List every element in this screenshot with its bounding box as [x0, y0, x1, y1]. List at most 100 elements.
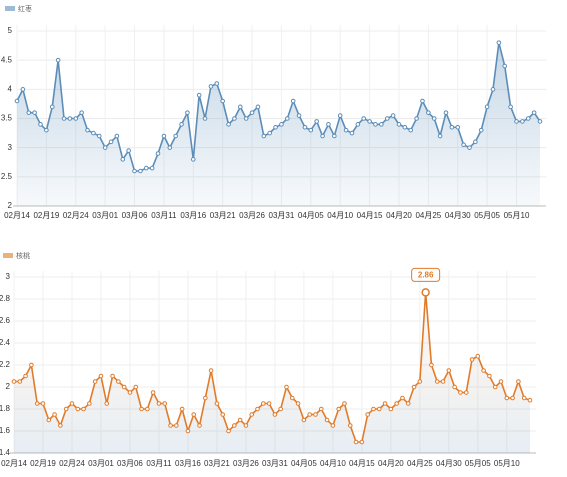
point — [510, 395, 515, 401]
point — [79, 110, 84, 115]
point — [11, 379, 17, 384]
point — [402, 124, 408, 130]
x-tick-label: 04月15 — [357, 211, 383, 220]
point — [463, 390, 469, 395]
point — [44, 127, 49, 133]
point — [174, 423, 179, 428]
x-tick-label: 04月20 — [386, 211, 412, 220]
point — [314, 119, 319, 124]
x-tick-label: 04月20 — [378, 459, 404, 468]
point — [149, 165, 155, 171]
point — [143, 165, 149, 171]
point — [67, 116, 73, 121]
point — [367, 119, 372, 124]
point — [458, 390, 463, 395]
point — [226, 122, 231, 127]
point — [343, 127, 349, 133]
point — [87, 401, 92, 406]
point — [496, 40, 502, 45]
point — [296, 113, 302, 118]
point — [20, 87, 26, 92]
point — [307, 412, 312, 417]
point — [273, 124, 278, 130]
y-tick-label: 2.5 — [1, 172, 13, 181]
x-tick-label: 04月30 — [445, 211, 471, 220]
point — [190, 157, 196, 162]
point — [320, 133, 325, 139]
point — [191, 412, 197, 417]
x-tick-label: 03月06 — [122, 211, 148, 220]
x-tick-label: 03月21 — [210, 211, 236, 220]
point — [324, 417, 330, 423]
point — [508, 104, 513, 110]
point — [408, 127, 414, 133]
point — [145, 406, 150, 412]
y-tick-label: 1.8 — [0, 404, 11, 413]
x-tick-label: 05月05 — [474, 211, 500, 220]
point — [14, 98, 20, 104]
point — [214, 401, 220, 406]
point — [220, 412, 226, 417]
point — [179, 406, 185, 412]
point — [295, 401, 301, 406]
point — [266, 401, 272, 406]
point — [214, 81, 220, 86]
legend-swatch — [3, 253, 13, 258]
area — [14, 292, 530, 453]
point — [243, 423, 249, 428]
point — [40, 401, 46, 406]
point — [420, 98, 425, 104]
y-tick-label: 2.8 — [0, 294, 11, 303]
x-tick-label: 04月10 — [320, 459, 346, 468]
point — [168, 423, 173, 428]
y-tick-label: 3 — [8, 143, 13, 152]
point — [469, 357, 475, 362]
point — [379, 122, 384, 127]
y-tick-label: 4 — [8, 84, 13, 93]
point — [162, 401, 168, 406]
point — [326, 122, 331, 127]
x-tick-label: 03月01 — [88, 459, 114, 468]
point — [249, 412, 255, 417]
point — [481, 368, 486, 373]
y-tick-label: 1.4 — [0, 448, 11, 457]
point — [185, 110, 190, 115]
point — [449, 124, 455, 130]
x-tick-label: 03月16 — [180, 211, 206, 220]
point — [110, 373, 115, 379]
point — [537, 119, 543, 124]
point — [332, 133, 337, 139]
y-tick-label: 2.6 — [0, 316, 11, 325]
highlight-point — [421, 288, 430, 297]
point — [434, 379, 440, 384]
point — [38, 122, 43, 127]
x-tick-label: 03月01 — [92, 211, 118, 220]
x-tick-label: 03月21 — [204, 459, 230, 468]
point — [365, 412, 370, 417]
point — [285, 116, 290, 121]
point — [81, 406, 86, 412]
x-tick-label: 03月31 — [269, 211, 295, 220]
point — [426, 110, 431, 115]
point — [384, 116, 390, 121]
data-label-box — [411, 267, 441, 282]
x-tick-label: 03月11 — [151, 211, 177, 220]
x-tick-label: 04月25 — [415, 211, 441, 220]
point — [349, 130, 355, 136]
point — [34, 401, 40, 406]
point — [388, 406, 394, 412]
point — [29, 362, 34, 368]
point — [272, 412, 278, 417]
point — [185, 428, 191, 434]
x-tick-label: 04月15 — [349, 459, 375, 468]
point — [359, 439, 365, 445]
point — [525, 116, 531, 121]
point — [196, 92, 202, 98]
data-label: 2.86 — [418, 271, 434, 280]
point — [46, 417, 52, 423]
legend-label: 核桃 — [16, 251, 30, 260]
y-tick-label: 3 — [6, 272, 11, 281]
point — [455, 124, 461, 130]
point — [261, 401, 266, 406]
point — [249, 110, 255, 115]
